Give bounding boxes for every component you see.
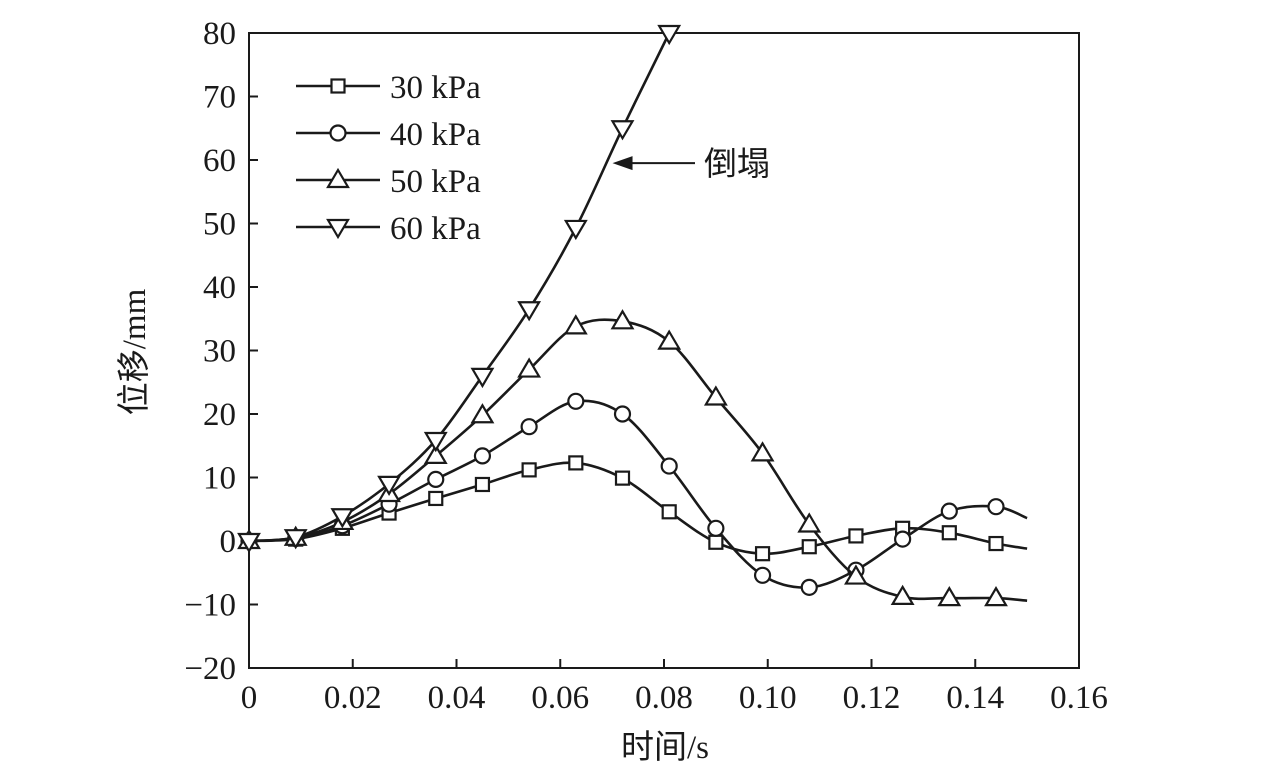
data-point-50-kpa [657,329,682,350]
data-point-60-kpa [423,431,448,453]
legend-label-60-kpa: 60 kPa [390,211,481,247]
annotation-layer: 倒塌 [612,146,770,183]
data-point-30-kpa [754,546,771,562]
x-tick-label: 0 [241,680,258,716]
x-tick-label: 0.12 [843,680,901,716]
data-point-50-kpa [563,314,588,335]
y-tick-label: 10 [203,461,236,497]
annotation-arrow-head [612,156,633,171]
data-point-40-kpa [753,566,772,584]
data-point-50-kpa [470,403,495,424]
data-point-40-kpa [987,498,1005,516]
series-line-50-kpa [248,318,1028,602]
data-point-30-kpa [988,535,1004,552]
series-line-60-kpa [248,32,671,543]
data-point-60-kpa [330,508,355,529]
data-point-50-kpa [890,584,915,605]
data-point-60-kpa [377,475,401,497]
data-point-40-kpa [940,502,958,520]
plot-area: 0 0.02 0.04 0.06 0.08 0.10 0.12 0.14 0.16 −20 −10 0… [184,16,1108,716]
x-axis-label: 时间/s [621,730,709,766]
series-layer [237,24,1028,607]
y-tick-label: 20 [203,397,236,433]
y-tick-label: 80 [203,16,236,52]
data-point-60-kpa [517,301,542,322]
legend: 30 kPa 40 kPa 50 kPa 60 kPa [296,70,481,247]
series-30-kpa [241,455,1028,562]
data-point-40-kpa [567,392,585,410]
x-tick-label: 0.14 [946,680,1004,716]
data-point-60-kpa [657,24,682,46]
x-tick-label: 0.04 [428,680,486,716]
data-point-30-kpa [614,470,631,486]
data-point-30-kpa [568,455,584,471]
series-60-kpa [237,24,682,554]
data-point-50-kpa [750,441,775,462]
data-point-30-kpa [801,539,817,555]
legend-marker-60-kpa [326,218,350,240]
legend-marker-50-kpa [326,167,350,189]
data-point-60-kpa [283,529,308,550]
data-point-60-kpa [470,367,495,389]
series-50-kpa [237,309,1028,607]
data-point-50-kpa [517,357,542,378]
legend-marker-30-kpa [330,78,346,94]
x-tick-label: 0.16 [1050,680,1108,716]
y-tick-label: 60 [203,143,236,179]
data-point-30-kpa [428,490,444,507]
x-tick-label: 0.06 [531,680,589,716]
data-point-30-kpa [474,476,491,493]
data-point-50-kpa [703,385,728,406]
data-point-40-kpa [473,447,492,465]
y-tick-label: 70 [203,80,236,116]
data-point-50-kpa [610,309,635,330]
data-point-40-kpa [427,470,445,489]
data-point-50-kpa [844,564,868,585]
y-tick-label: −20 [184,651,236,687]
x-tick-label: 0.08 [635,680,693,716]
data-point-60-kpa [563,219,588,241]
plot-frame [248,32,1080,669]
legend-marker-40-kpa [329,124,347,142]
data-point-40-kpa [707,519,725,537]
data-point-40-kpa [660,457,678,475]
data-point-50-kpa [423,443,448,465]
data-point-30-kpa [848,528,864,544]
data-point-50-kpa [984,585,1008,607]
y-tick-label: 50 [203,207,236,243]
legend-label-50-kpa: 50 kPa [390,164,481,200]
legend-label-30-kpa: 30 kPa [390,70,481,106]
data-point-60-kpa [610,120,635,141]
data-point-30-kpa [521,462,537,478]
data-point-40-kpa [520,418,538,436]
y-tick-label: 40 [203,270,236,306]
y-axis-label: 位移/mm [116,288,153,415]
annotation-label: 倒塌 [704,146,770,183]
y-tick-label: −10 [184,588,236,624]
data-point-40-kpa [613,405,632,423]
series-40-kpa [240,392,1028,596]
y-tick-label: 0 [220,524,237,560]
data-point-50-kpa [797,512,822,533]
series-line-40-kpa [248,399,1028,589]
data-point-50-kpa [937,585,962,607]
data-point-30-kpa [661,504,677,520]
y-tick-label: 30 [203,334,236,370]
x-tick-label: 0.02 [324,680,382,716]
data-point-30-kpa [708,534,724,550]
data-point-40-kpa [800,578,818,596]
data-point-30-kpa [941,525,957,541]
data-point-60-kpa [237,532,261,554]
data-point-40-kpa [894,530,912,548]
x-tick-label: 0.10 [739,680,797,716]
legend-label-40-kpa: 40 kPa [390,117,481,153]
